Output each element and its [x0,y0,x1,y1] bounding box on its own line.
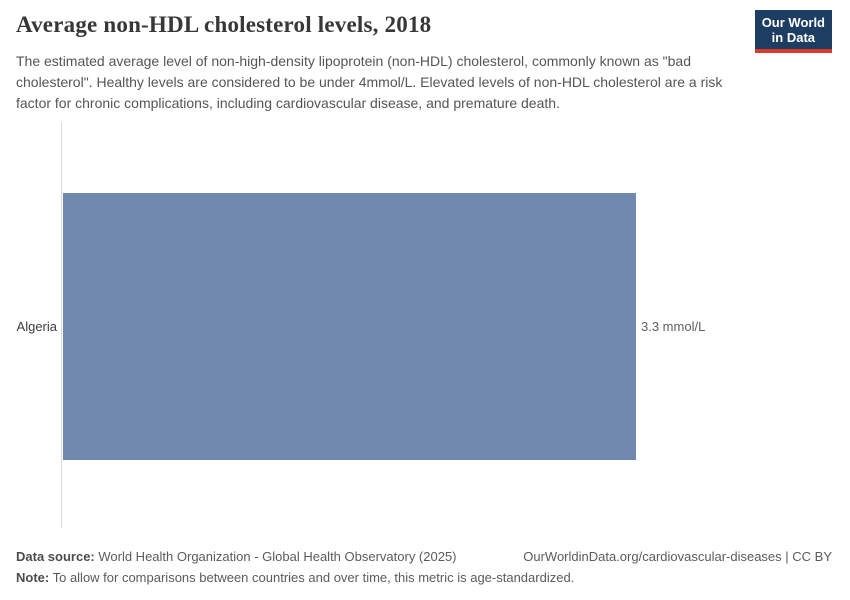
owid-logo[interactable]: Our World in Data [754,10,832,53]
plot-area [63,193,636,460]
footer-owid-link[interactable]: OurWorldinData.org/cardiovascular-diseas… [523,549,832,564]
footer-data-source-label: Data source: [16,549,95,564]
y-axis-line [61,122,62,528]
bar-algeria[interactable] [63,193,636,460]
owid-logo-text-line2: in Data [771,30,816,45]
footer-data-source-text: World Health Organization - Global Healt… [94,549,457,564]
footer-note-text: To allow for comparisons between countri… [49,570,575,585]
footer-note-row: Note: To allow for comparisons between c… [16,569,832,586]
footer-data-source: Data source: World Health Organization -… [16,548,457,565]
footer-note-label: Note: [16,570,50,585]
footer-source-row: Data source: World Health Organization -… [16,548,832,565]
chart-title: Average non-HDL cholesterol levels, 2018 [16,12,432,37]
owid-logo-text-line1: Our World [761,15,825,30]
value-label-algeria: 3.3 mmol/L [641,319,706,334]
chart-subtitle: The estimated average level of non-high-… [16,53,723,111]
entity-label-algeria: Algeria [16,319,57,334]
